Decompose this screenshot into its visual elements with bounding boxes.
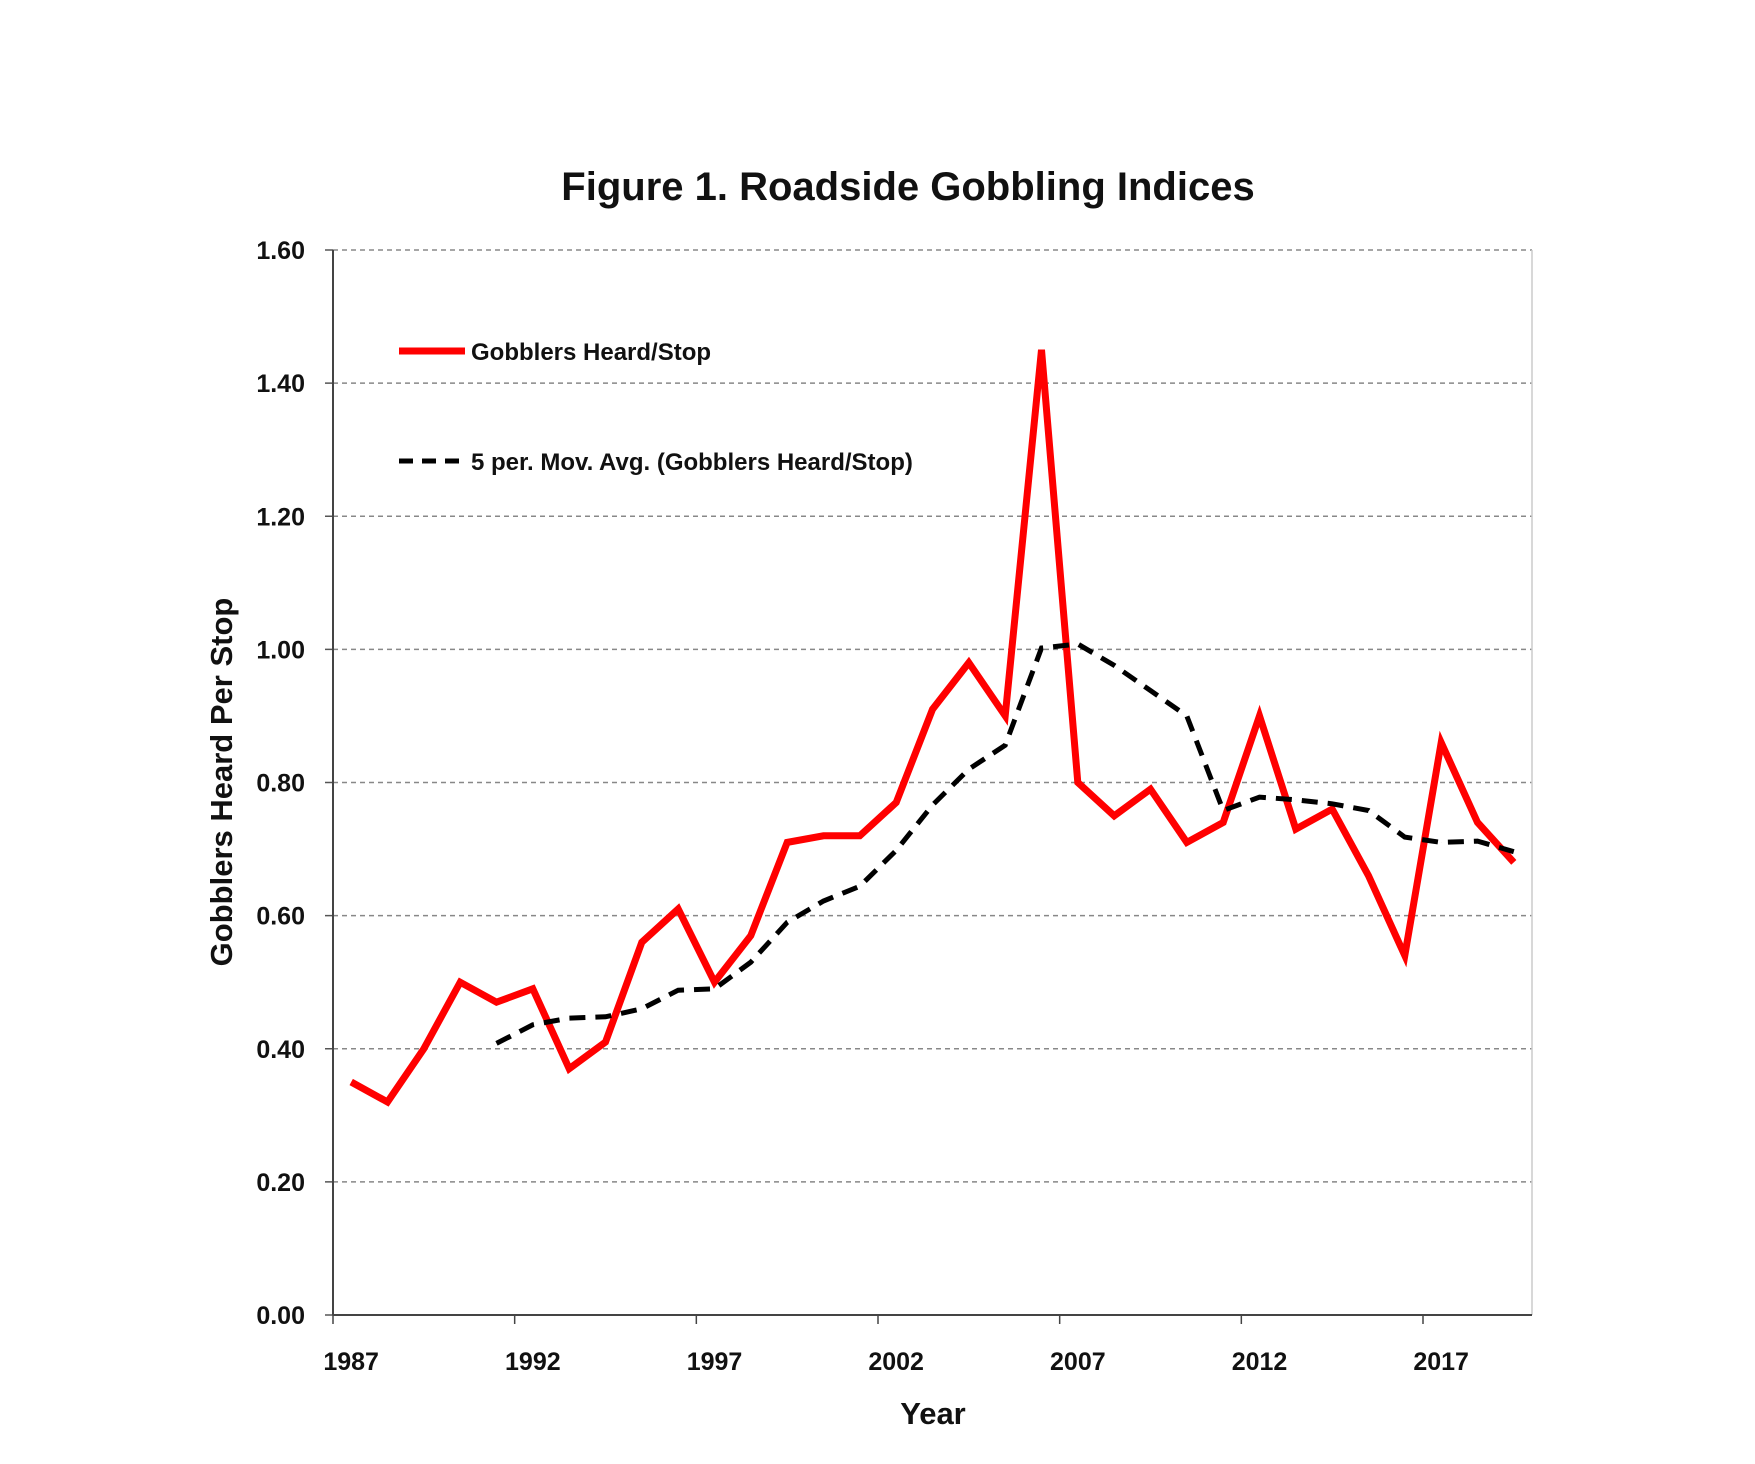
axes: [325, 249, 1533, 1324]
x-tick-label: 1987: [323, 1348, 379, 1376]
x-tick-label: 2012: [1232, 1348, 1288, 1376]
x-tick-labels: 1987 1992 1997 2002 2007 2012 2017: [323, 1348, 1469, 1376]
y-tick-label: 0.00: [256, 1302, 305, 1330]
x-tick-label: 1997: [687, 1348, 743, 1376]
y-tick-label: 0.60: [256, 903, 305, 931]
legend-label-gobblers: Gobblers Heard/Stop: [471, 339, 711, 366]
gridlines: [333, 249, 1532, 1183]
series: [349, 349, 1517, 1107]
y-tick-label: 0.80: [256, 770, 305, 798]
y-tick-labels: 0.00 0.20 0.40 0.60 0.80 1.00 1.20 1.40 1.60: [256, 237, 305, 1330]
x-tick-label: 2002: [868, 1348, 924, 1376]
chart-title: Figure 1. Roadside Gobbling Indices: [561, 165, 1254, 209]
x-tick-label: 2007: [1050, 1348, 1106, 1376]
y-tick-label: 0.20: [256, 1169, 305, 1197]
x-axis-label: Year: [900, 1396, 966, 1431]
y-tick-label: 0.40: [256, 1036, 305, 1064]
x-tick-label: 2017: [1413, 1348, 1469, 1376]
y-axis-label: Gobblers Heard Per Stop: [204, 598, 239, 967]
legend-label-moving-average: 5 per. Mov. Avg. (Gobblers Heard/Stop): [471, 449, 913, 476]
legend: Gobblers Heard/Stop 5 per. Mov. Avg. (Go…: [399, 339, 913, 476]
x-tick-label: 1992: [505, 1348, 561, 1376]
y-tick-label: 1.00: [256, 636, 305, 664]
y-tick-label: 1.60: [256, 237, 305, 265]
y-tick-label: 1.40: [256, 370, 305, 398]
y-tick-label: 1.20: [256, 503, 305, 531]
